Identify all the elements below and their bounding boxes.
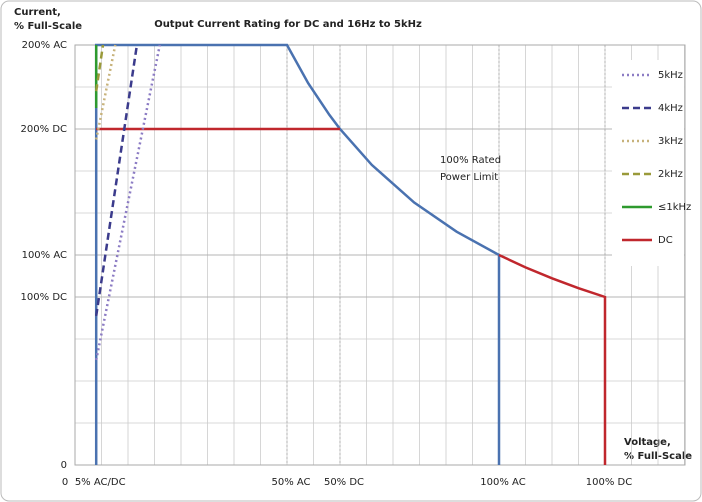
y-tick-label: 100% AC — [22, 250, 67, 261]
annotation: 100% Rated — [440, 155, 501, 166]
y-tick-label: 0 — [61, 460, 67, 471]
legend-label: 5kHz — [658, 70, 683, 81]
y-tick-label: 200% AC — [22, 40, 67, 51]
series-line — [94, 44, 162, 361]
legend-box — [612, 60, 684, 266]
x-tick-label: 0 — [62, 477, 68, 488]
x-tick-label: 100% AC — [480, 477, 525, 488]
x-tick-label: 100% DC — [586, 477, 632, 488]
legend-label: 4kHz — [658, 103, 683, 114]
legend-label: DC — [658, 235, 673, 246]
annotation: Power Limit — [440, 172, 498, 183]
y-tick-label: 200% DC — [21, 124, 67, 135]
y-axis-label: % Full-Scale — [14, 21, 82, 32]
y-axis-label: Current, — [14, 7, 61, 18]
x-tick-label: 50% DC — [324, 477, 364, 488]
x-axis-label: Voltage, — [624, 437, 671, 448]
series-line — [94, 44, 117, 140]
y-tick-label: 100% DC — [21, 292, 67, 303]
legend-label: ≤1kHz — [658, 202, 691, 213]
x-tick-label: 50% AC — [271, 477, 310, 488]
series-line — [94, 44, 105, 92]
chart-title: Output Current Rating for DC and 16Hz to… — [154, 19, 422, 30]
series-line — [94, 44, 139, 317]
x-tick-label: 5% AC/DC — [75, 477, 126, 488]
legend-label: 3kHz — [658, 136, 683, 147]
legend-label: 2kHz — [658, 169, 683, 180]
series-line — [498, 253, 607, 465]
